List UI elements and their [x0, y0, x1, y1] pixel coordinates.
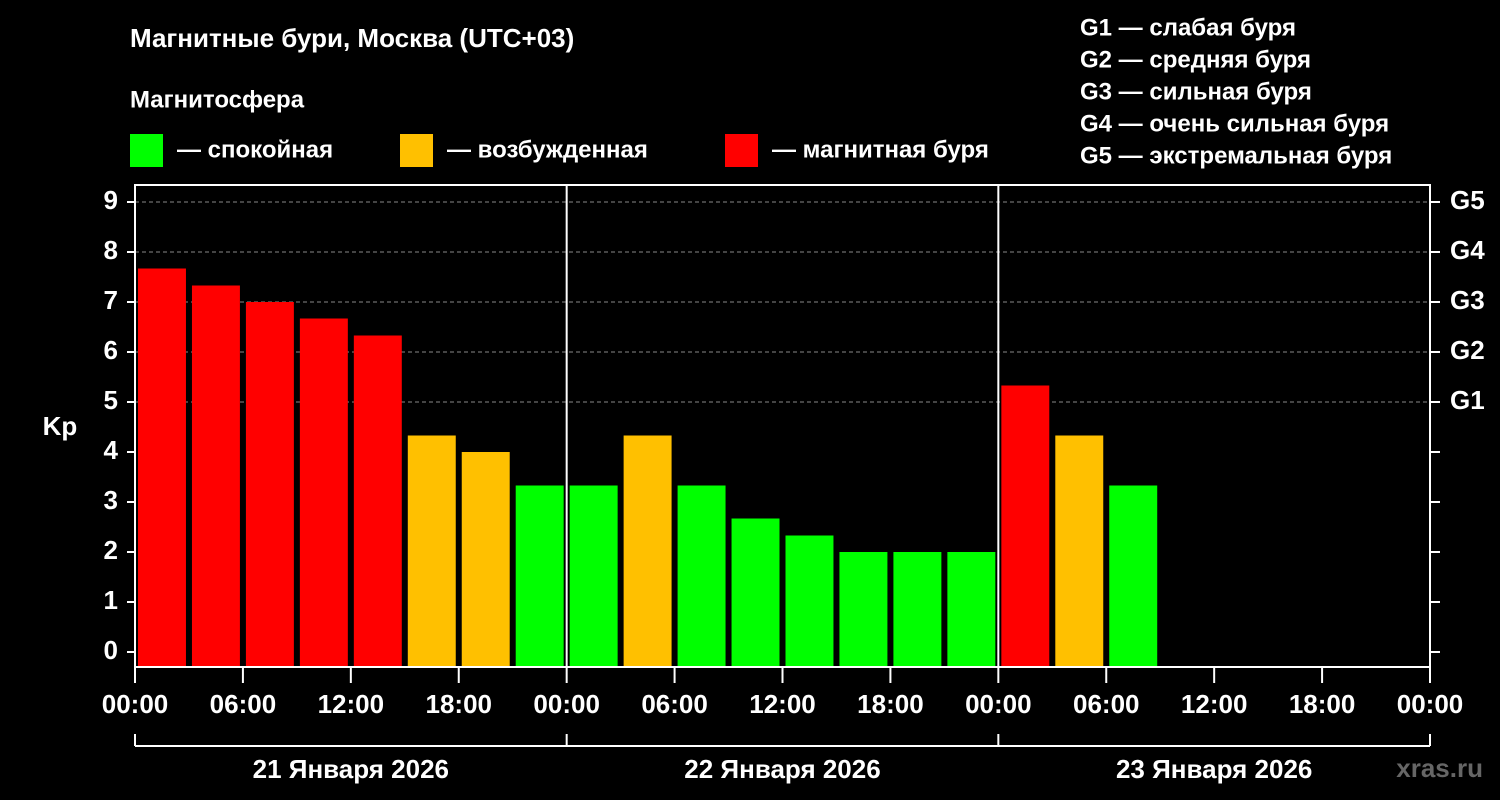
bar: [893, 552, 942, 667]
legend-label: — спокойная: [177, 136, 333, 163]
legend-swatch: [400, 134, 433, 167]
bar: [407, 435, 456, 667]
y-tick-label: 3: [104, 485, 118, 515]
x-tick-label: 18:00: [426, 689, 493, 719]
y-tick-label: 2: [104, 535, 118, 565]
y-tick-label: 9: [104, 185, 118, 215]
y-axis-label: Kp: [43, 411, 78, 441]
bar: [515, 485, 564, 667]
y2-tick-label: G3: [1450, 285, 1485, 315]
bar: [947, 552, 996, 667]
x-tick-label: 00:00: [102, 689, 169, 719]
x-tick-label: 00:00: [533, 689, 600, 719]
bar: [839, 552, 888, 667]
x-tick-label: 12:00: [749, 689, 816, 719]
x-tick-label: 00:00: [965, 689, 1032, 719]
x-tick-label: 00:00: [1397, 689, 1464, 719]
bar: [1109, 485, 1158, 667]
bar: [623, 435, 672, 667]
y-tick-label: 4: [104, 435, 119, 465]
x-tick-label: 12:00: [1181, 689, 1248, 719]
y2-tick-label: G5: [1450, 185, 1485, 215]
y-tick-label: 7: [104, 285, 118, 315]
x-tick-label: 06:00: [641, 689, 708, 719]
scale-note: G4 — очень сильная буря: [1080, 110, 1389, 137]
y2-tick-label: G4: [1450, 235, 1485, 265]
scale-note: G1 — слабая буря: [1080, 14, 1296, 41]
legend-swatch: [725, 134, 758, 167]
y2-tick-label: G1: [1450, 385, 1485, 415]
bar: [1001, 385, 1050, 667]
bar: [191, 285, 240, 667]
bar: [245, 302, 294, 667]
chart-title: Магнитные бури, Москва (UTC+03): [130, 23, 574, 53]
x-tick-label: 18:00: [1289, 689, 1356, 719]
bar: [299, 318, 348, 667]
bar: [785, 535, 834, 667]
y-tick-label: 0: [104, 635, 118, 665]
legend-swatch: [130, 134, 163, 167]
day-label: 23 Января 2026: [1116, 754, 1312, 784]
y-tick-label: 8: [104, 235, 118, 265]
legend-label: — магнитная буря: [772, 136, 989, 163]
day-label: 22 Января 2026: [684, 754, 880, 784]
watermark: xras.ru: [1396, 753, 1483, 783]
scale-note: G3 — сильная буря: [1080, 78, 1312, 105]
x-tick-label: 06:00: [1073, 689, 1140, 719]
bar: [731, 518, 780, 667]
x-tick-label: 12:00: [318, 689, 385, 719]
bar: [353, 335, 402, 667]
y2-tick-label: G2: [1450, 335, 1485, 365]
bar: [1055, 435, 1104, 667]
scale-note: G2 — средняя буря: [1080, 46, 1311, 73]
bar: [138, 268, 186, 667]
y-tick-label: 6: [104, 335, 118, 365]
bar: [569, 485, 618, 667]
y-tick-label: 1: [104, 585, 118, 615]
legend-label: — возбужденная: [447, 136, 648, 163]
bar: [461, 452, 510, 667]
x-tick-label: 06:00: [210, 689, 277, 719]
bar: [677, 485, 726, 667]
scale-note: G5 — экстремальная буря: [1080, 142, 1392, 169]
y-tick-label: 5: [104, 385, 118, 415]
day-label: 21 Января 2026: [253, 754, 449, 784]
x-tick-label: 18:00: [857, 689, 924, 719]
legend-title: Магнитосфера: [130, 86, 305, 113]
